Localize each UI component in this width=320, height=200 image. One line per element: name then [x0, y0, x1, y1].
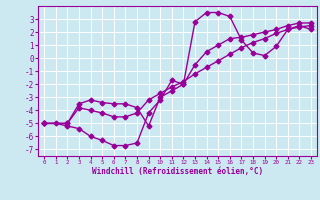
- X-axis label: Windchill (Refroidissement éolien,°C): Windchill (Refroidissement éolien,°C): [92, 167, 263, 176]
